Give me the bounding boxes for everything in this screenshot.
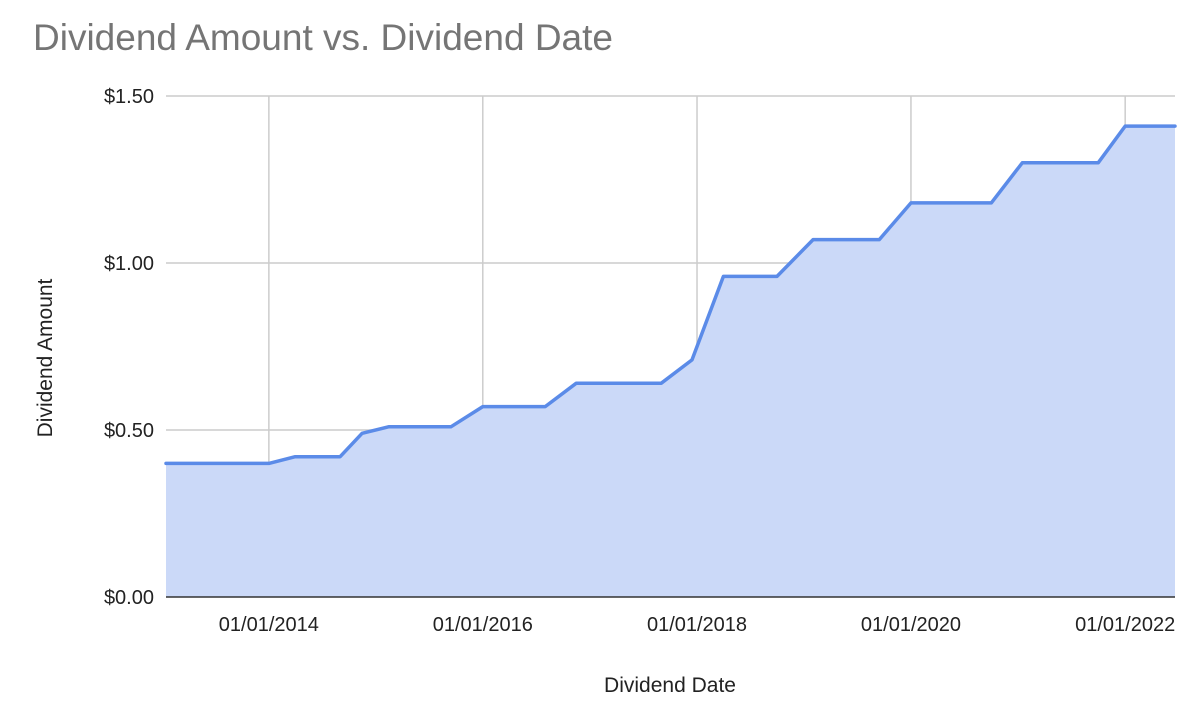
x-tick-label: 01/01/2020 bbox=[861, 614, 961, 636]
chart-title: Dividend Amount vs. Dividend Date bbox=[33, 17, 613, 58]
y-tick-label: $1.50 bbox=[104, 86, 154, 108]
y-tick-label: $0.50 bbox=[104, 420, 154, 442]
y-axis-ticks: $0.00 $0.50 $1.00 $1.50 bbox=[104, 86, 154, 609]
x-tick-label: 01/01/2022 bbox=[1075, 614, 1175, 636]
plot-area bbox=[164, 124, 1177, 598]
y-tick-label: $1.00 bbox=[104, 253, 154, 275]
y-tick-label: $0.00 bbox=[104, 587, 154, 609]
x-axis-label: Dividend Date bbox=[604, 674, 736, 697]
series-line bbox=[164, 124, 1177, 466]
x-tick-label: 01/01/2016 bbox=[433, 614, 533, 636]
x-tick-label: 01/01/2018 bbox=[647, 614, 747, 636]
x-axis-ticks: 01/01/2014 01/01/2016 01/01/2018 01/01/2020… bbox=[219, 614, 1175, 636]
y-axis-label: Dividend Amount bbox=[34, 278, 57, 437]
series-area bbox=[166, 126, 1175, 597]
x-tick-label: 01/01/2014 bbox=[219, 614, 319, 636]
